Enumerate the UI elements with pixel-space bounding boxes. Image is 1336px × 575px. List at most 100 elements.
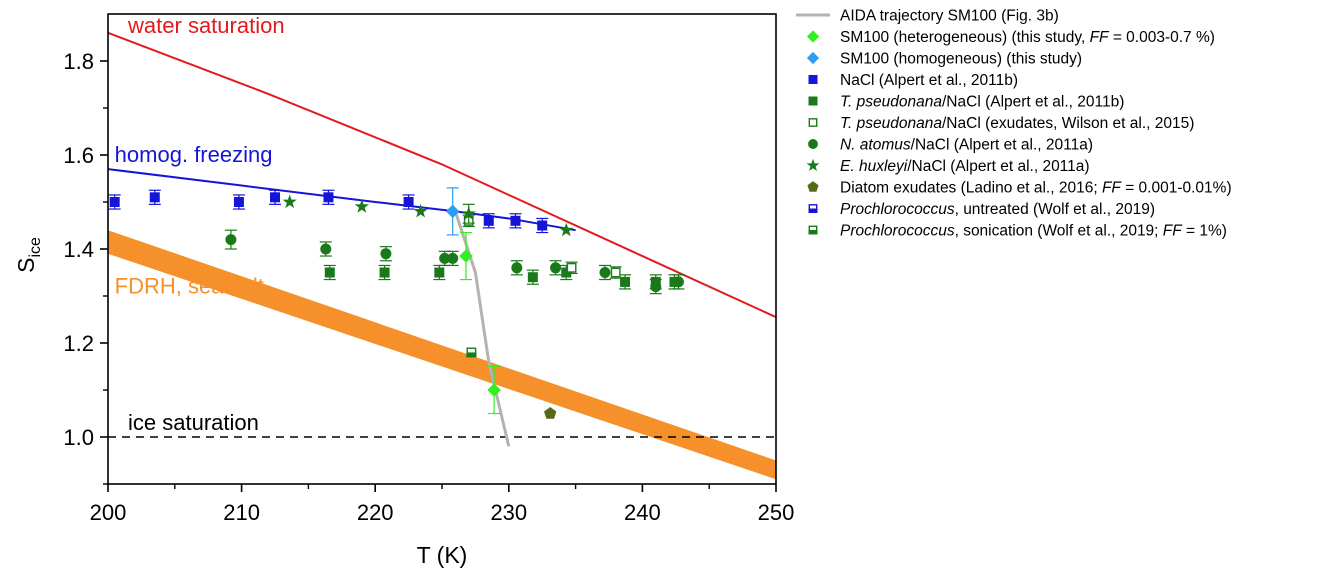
data-point	[380, 248, 392, 260]
data-point	[550, 262, 562, 274]
data-point	[461, 206, 476, 220]
line-water-sat	[108, 31, 776, 319]
legend-item-nacl: NaCl (Alpert et al., 2011b)	[808, 72, 1018, 89]
legend-item-sm100-hom: SM100 (homogeneous) (this study)	[806, 51, 1082, 68]
legend-item-ehux: E. huxleyi/NaCl (Alpert et al., 2011a)	[806, 158, 1090, 175]
x-tick-label: 230	[490, 500, 527, 525]
data-point	[434, 267, 445, 278]
data-point	[282, 194, 297, 209]
data-point	[559, 222, 574, 237]
legend-label: T. pseudonana/NaCl (exudates, Wilson et …	[840, 115, 1194, 132]
legend-swatch	[808, 204, 818, 213]
legend-swatch	[808, 225, 818, 235]
data-point	[610, 267, 621, 278]
legend-swatch	[806, 30, 820, 43]
legend-item-tpseud: T. pseudonana/NaCl (Alpert et al., 2011b…	[808, 94, 1124, 111]
data-point	[672, 276, 684, 288]
data-point	[354, 199, 369, 213]
legend-item-tpseud-exud: T. pseudonana/NaCl (exudates, Wilson et …	[808, 115, 1194, 132]
x-tick-label: 240	[624, 500, 661, 525]
legend-swatch	[808, 75, 818, 84]
series-6	[224, 229, 685, 295]
data-point	[566, 262, 577, 273]
series-8	[544, 407, 557, 419]
legend-swatch	[806, 158, 820, 171]
data-point	[459, 249, 473, 263]
data-point	[447, 252, 459, 264]
series-layer	[108, 187, 685, 447]
legend-label: E. huxleyi/NaCl (Alpert et al., 2011a)	[840, 158, 1090, 175]
legend-item-proc-untreated: Prochlorococcus, untreated (Wolf et al.,…	[808, 201, 1155, 218]
y-tick-label: 1.6	[63, 143, 94, 168]
data-point	[379, 267, 390, 278]
data-point	[233, 197, 244, 207]
y-tick-label: 1.2	[63, 331, 94, 356]
legend-swatch	[808, 118, 818, 127]
series-2	[445, 187, 460, 236]
series-4	[323, 264, 681, 290]
y-tick-label: 1.4	[63, 237, 94, 262]
data-point	[483, 215, 494, 226]
data-point	[324, 267, 335, 278]
data-point	[109, 197, 120, 207]
data-point	[510, 215, 521, 226]
legend-item-aida: AIDA trajectory SM100 (Fig. 3b)	[796, 8, 1059, 25]
x-tick-label: 220	[357, 500, 394, 525]
data-point	[413, 203, 428, 218]
band-layer	[108, 230, 776, 480]
y-axis-title-main: S	[13, 258, 39, 273]
y-axis-title: Sice	[13, 237, 44, 273]
data-point	[487, 383, 501, 397]
series-1	[459, 231, 501, 415]
x-tick-label: 200	[90, 500, 127, 525]
data-point	[544, 407, 557, 419]
x-tick-label: 250	[758, 500, 795, 525]
legend-swatch	[807, 181, 819, 192]
legend-label: N. atomus/NaCl (Alpert et al., 2011a)	[840, 137, 1093, 154]
legend-label: SM100 (homogeneous) (this study)	[840, 51, 1082, 68]
legend-swatch	[806, 51, 820, 65]
data-point	[149, 192, 160, 203]
legend-swatch	[808, 139, 818, 149]
data-point	[561, 267, 572, 278]
legend-label: Prochlorococcus, sonication (Wolf et al.…	[840, 223, 1227, 240]
data-point	[445, 204, 460, 219]
series-10	[466, 347, 477, 358]
annotation-0: water saturation	[127, 13, 285, 38]
legend-item-natomus: N. atomus/NaCl (Alpert et al., 2011a)	[808, 137, 1093, 154]
data-point	[511, 262, 523, 274]
data-point	[323, 192, 334, 203]
annotation-1: homog. freezing	[115, 142, 273, 167]
legend-label: NaCl (Alpert et al., 2011b)	[840, 72, 1018, 89]
legend-item-diatom: Diatom exudates (Ladino et al., 2016; FF…	[807, 180, 1232, 197]
legend-swatch	[808, 96, 818, 106]
data-point	[225, 234, 237, 246]
data-point	[466, 347, 477, 358]
line-homog	[108, 168, 576, 232]
data-point	[270, 192, 280, 203]
legend-label: Prochlorococcus, untreated (Wolf et al.,…	[840, 201, 1155, 218]
legend-label: SM100 (heterogeneous) (this study, FF = …	[840, 29, 1215, 46]
legend-label: AIDA trajectory SM100 (Fig. 3b)	[840, 8, 1059, 25]
data-point	[403, 197, 414, 207]
data-point	[320, 243, 332, 255]
data-point	[527, 272, 538, 283]
annotations: water saturation homog. freezing FDRH, sea…	[115, 13, 285, 435]
band-fdrh	[108, 230, 776, 480]
legend-item-proc-sonic: Prochlorococcus, sonication (Wolf et al.…	[808, 223, 1227, 240]
legend-label: Diatom exudates (Ladino et al., 2016; FF…	[840, 180, 1232, 197]
data-point	[439, 252, 451, 264]
aida-trajectory-line	[453, 210, 511, 447]
axes: 200 210 220 230 240 250 1.0 1.2 1.4 1.6 1.8	[63, 49, 794, 525]
data-point	[620, 276, 631, 287]
y-axis-title-sub: ice	[27, 237, 44, 258]
series-7	[282, 194, 574, 237]
data-point	[537, 220, 548, 231]
x-axis-title: T (K)	[417, 542, 468, 568]
y-tick-label: 1.0	[63, 425, 94, 450]
legend: AIDA trajectory SM100 (Fig. 3b) SM100 (he…	[796, 8, 1232, 240]
annotation-3: ice saturation	[128, 410, 259, 435]
data-point	[650, 281, 662, 293]
data-point	[599, 267, 611, 278]
